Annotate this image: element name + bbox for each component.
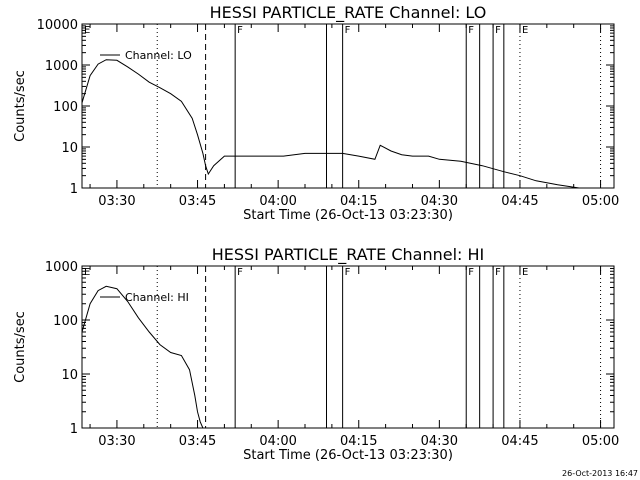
panel2-xtick-label: 03:45 — [179, 434, 216, 449]
panel2-marker-flag: F — [468, 267, 474, 278]
panel2-ytick-label: 100 — [53, 314, 78, 329]
panel1-marker-flag: F — [345, 25, 351, 36]
panel2-start-flag: E — [84, 267, 90, 278]
panel2-marker-flag: F — [237, 267, 243, 278]
panel2-xtick-label: 04:15 — [340, 434, 377, 449]
panel2-marker-flag: F — [495, 267, 501, 278]
panel1-marker-flag: E — [522, 25, 528, 36]
panel2-xtick-label: 04:00 — [259, 434, 296, 449]
panel2-group: HESSI PARTICLE_RATE Channel: HI 1 10 100 100… — [13, 245, 619, 463]
panel1-group: HESSI PARTICLE_RATE Channel: LO 1 10 100 100… — [13, 3, 619, 223]
panel2-ytick-label: 1000 — [45, 260, 78, 275]
panel2-legend-label: Channel: HI — [125, 291, 189, 304]
panel1-marker-flag: F — [495, 25, 501, 36]
panel2-xtick-label: 04:30 — [421, 434, 458, 449]
panel2-xtick-label: 04:45 — [501, 434, 538, 449]
panel2-ytick-label: 1 — [70, 422, 78, 437]
panel2-marker-flag: E — [522, 267, 528, 278]
panel1-ytick-label: 10000 — [37, 18, 78, 33]
panel2-xtick-label: 05:00 — [582, 434, 619, 449]
panel1-xtick-label: 04:30 — [421, 194, 458, 209]
footer-timestamp: 26-Oct-2013 16:47 — [562, 469, 638, 478]
panel1-xtick-label: 04:45 — [501, 194, 538, 209]
panel1-ytick-label: 1000 — [45, 59, 78, 74]
panel2-ylabel: Counts/sec — [13, 311, 28, 383]
panel1-xtick-label: 04:15 — [340, 194, 377, 209]
panel1-marker-flag: F — [468, 25, 474, 36]
panel2-xlabel: Start Time (26-Oct-13 03:23:30) — [243, 448, 453, 463]
panel2-title: HESSI PARTICLE_RATE Channel: HI — [212, 245, 485, 265]
panel1-xtick-label: 04:00 — [259, 194, 296, 209]
panel2-series-line — [81, 285, 204, 429]
panel2-ytick-label: 10 — [61, 368, 78, 383]
panel1-marker-flag: F — [237, 25, 243, 36]
panel1-xtick-label: 03:45 — [179, 194, 216, 209]
panel1-xtick-label: 03:30 — [98, 194, 135, 209]
panel1-legend-label: Channel: LO — [125, 49, 192, 62]
panel1-ytick-label: 100 — [53, 100, 78, 115]
panel1-ylabel: Counts/sec — [13, 70, 28, 142]
panel2-xtick-label: 03:30 — [98, 434, 135, 449]
panel1-xtick-label: 05:00 — [582, 194, 619, 209]
panel2-marker-flag: F — [345, 267, 351, 278]
panel1-start-flag: E — [84, 25, 90, 36]
panel1-series-line — [81, 59, 580, 189]
panel1-ytick-label: 10 — [61, 141, 78, 156]
panel1-title: HESSI PARTICLE_RATE Channel: LO — [210, 3, 487, 23]
panel1-ytick-label: 1 — [70, 182, 78, 197]
panel1-xlabel: Start Time (26-Oct-13 03:23:30) — [243, 208, 453, 223]
panel2-frame — [81, 265, 615, 429]
